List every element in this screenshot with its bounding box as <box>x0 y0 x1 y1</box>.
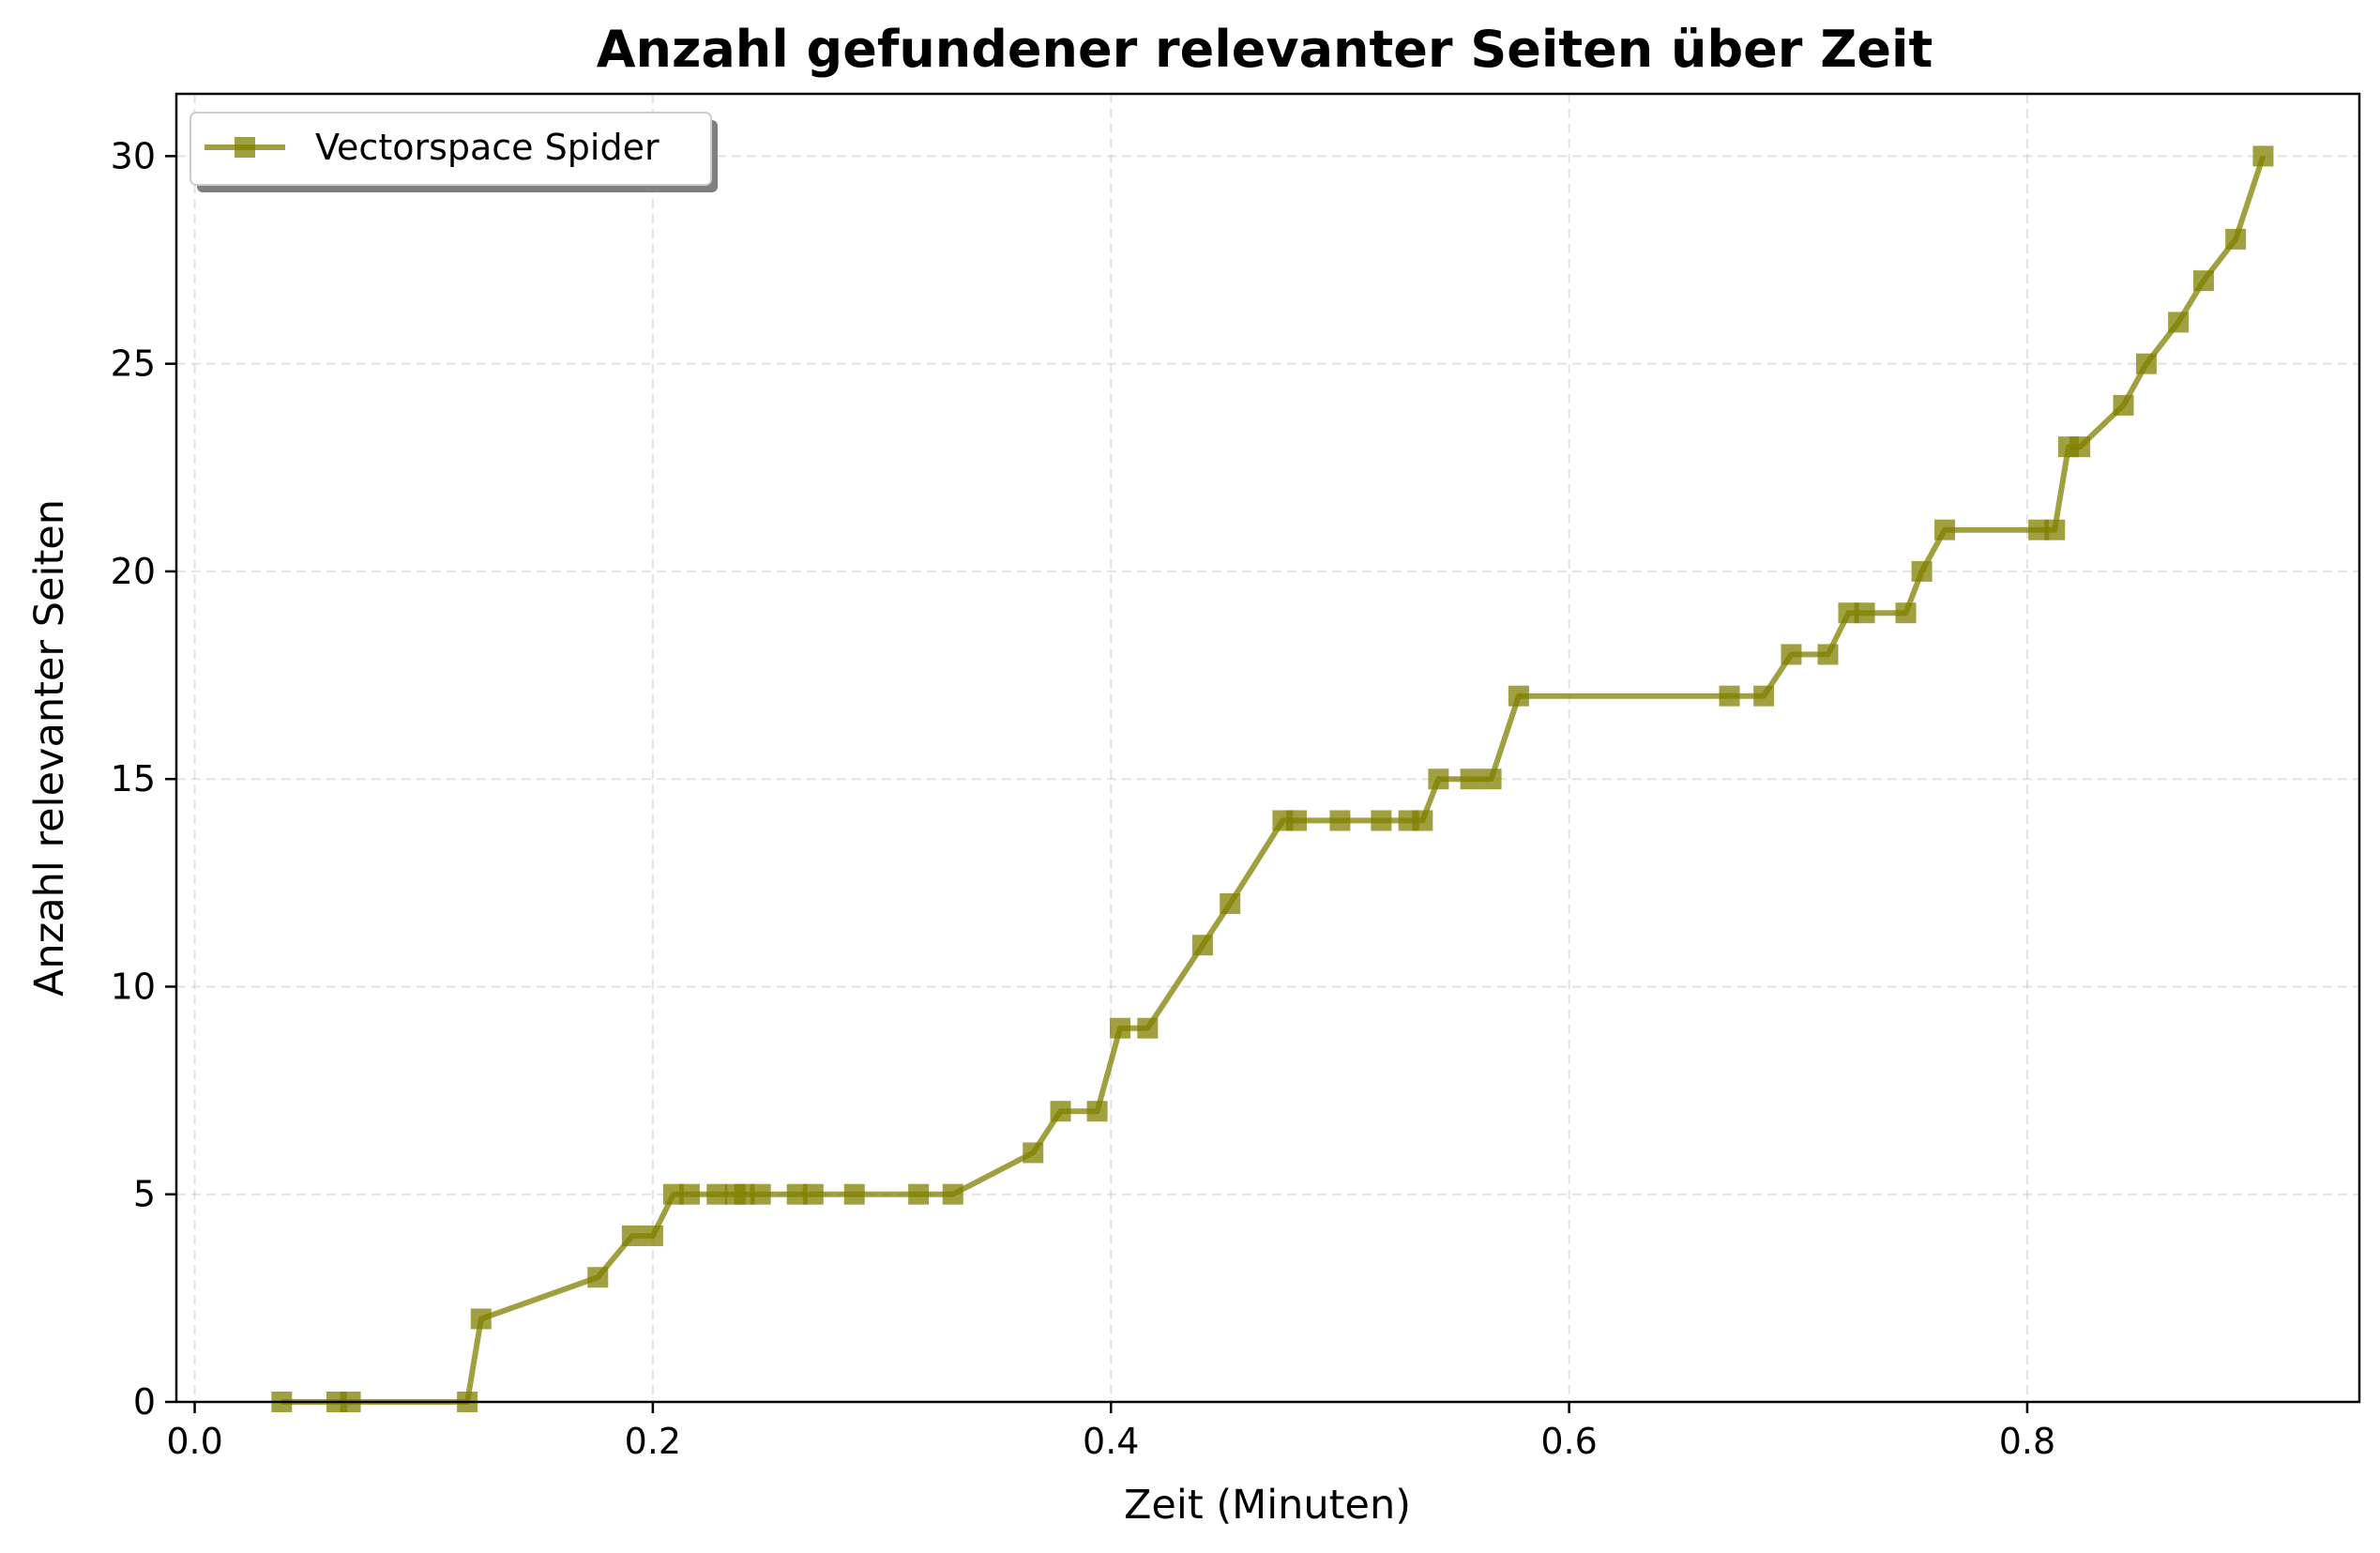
data-point-marker <box>1412 810 1433 831</box>
data-point-marker <box>1050 1101 1071 1122</box>
data-point-marker <box>1460 769 1481 790</box>
data-point-marker <box>734 1183 755 1205</box>
axis-ticks: 0.0 0.2 0.4 0.6 0.8 0 5 10 15 20 25 30 <box>111 135 2056 1462</box>
data-point-marker <box>2252 145 2274 167</box>
y-tick-label: 0 <box>133 1381 156 1423</box>
legend-box <box>189 112 712 186</box>
data-point-marker <box>2135 353 2157 374</box>
data-point-marker <box>1911 560 1933 582</box>
data-point-marker <box>786 1183 808 1205</box>
data-point-marker <box>2069 436 2091 458</box>
data-point-marker <box>706 1183 728 1205</box>
x-tick-label: 0.0 <box>166 1421 222 1462</box>
data-point-marker <box>2168 312 2190 333</box>
x-tick-label: 0.6 <box>1540 1421 1597 1462</box>
data-point-marker <box>1220 892 1241 914</box>
data-point-marker <box>1329 810 1351 831</box>
data-point-marker <box>942 1183 963 1205</box>
x-tick-label: 0.8 <box>1999 1421 2055 1462</box>
data-point-marker <box>1895 602 1917 624</box>
legend-entry-label: Vectorspace Spider <box>315 127 659 168</box>
data-point-marker <box>1817 644 1839 665</box>
data-point-marker <box>750 1183 771 1205</box>
data-point-marker <box>1086 1101 1108 1122</box>
x-tick-label: 0.4 <box>1083 1421 1139 1462</box>
data-point-marker <box>1110 1017 1131 1039</box>
y-tick-label: 10 <box>111 966 156 1007</box>
data-point-marker <box>1838 602 1859 624</box>
data-point-marker <box>1137 1017 1159 1039</box>
data-point-marker <box>621 1225 643 1246</box>
data-point-marker <box>2044 519 2066 541</box>
data-point-marker <box>642 1225 663 1246</box>
grid-lines <box>176 94 2359 1403</box>
y-tick-label: 20 <box>111 551 156 592</box>
chart-title: Anzahl gefundener relevanter Seiten über… <box>597 20 1933 79</box>
data-point-marker <box>1854 602 1875 624</box>
data-point-marker <box>2028 519 2050 541</box>
data-point-marker <box>1191 935 1213 956</box>
data-point-marker <box>1371 810 1392 831</box>
data-point-marker <box>1023 1142 1044 1164</box>
data-point-marker <box>908 1183 930 1205</box>
legend: Vectorspace Spider <box>189 112 718 192</box>
data-point-marker <box>2192 270 2214 292</box>
data-point-marker <box>2225 228 2247 250</box>
y-tick-label: 15 <box>111 758 156 799</box>
data-point-marker <box>1286 810 1308 831</box>
x-axis-label: Zeit (Minuten) <box>1124 1482 1411 1529</box>
y-tick-label: 25 <box>111 343 156 385</box>
data-point-marker <box>1480 769 1502 790</box>
data-point-marker <box>2113 394 2134 416</box>
y-tick-label: 5 <box>133 1174 156 1215</box>
legend-marker-swatch <box>235 137 255 158</box>
data-point-marker <box>1781 644 1802 665</box>
data-point-marker <box>1934 519 1956 541</box>
data-point-marker <box>1753 685 1775 707</box>
data-point-marker <box>843 1183 865 1205</box>
plot-area-frame <box>174 92 2361 1404</box>
data-point-marker <box>1719 685 1740 707</box>
data-point-marker <box>802 1183 824 1205</box>
data-point-marker <box>587 1267 609 1288</box>
data-point-marker <box>1428 769 1449 790</box>
y-tick-label: 30 <box>111 135 156 176</box>
data-point-marker <box>470 1308 492 1330</box>
x-tick-label: 0.2 <box>625 1421 681 1462</box>
y-axis-label: Anzahl relevanter Seiten <box>26 499 73 997</box>
data-point-marker <box>662 1183 684 1205</box>
data-point-marker <box>1508 685 1529 707</box>
data-point-marker <box>678 1183 700 1205</box>
